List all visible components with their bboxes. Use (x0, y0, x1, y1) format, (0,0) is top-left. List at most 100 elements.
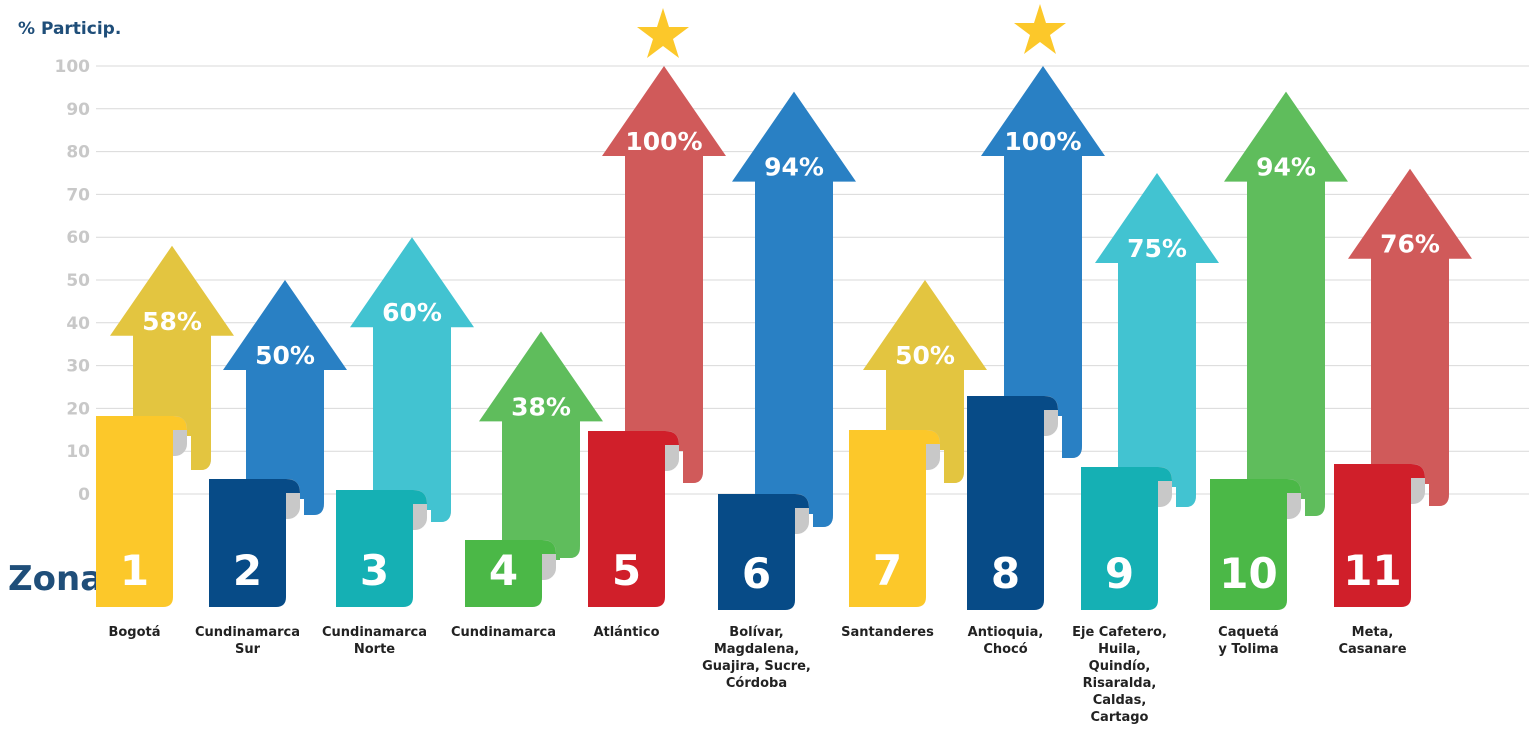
y-tick-label: 50 (66, 271, 90, 291)
value-label: 60% (382, 298, 442, 327)
x-tick-label: Bolívar, Magdalena, Guajira, Sucre, Córdoba (702, 625, 811, 691)
x-tick-label-line: Bogotá (108, 625, 160, 640)
x-axis-label: Zona (8, 559, 103, 599)
x-tick-label: Cundinamarca (451, 625, 556, 640)
arrow (223, 280, 347, 515)
arrow-group: 50% 7 Santanderes (841, 280, 987, 640)
value-label: 50% (255, 341, 315, 370)
zone-box (1081, 467, 1172, 610)
arrow (732, 91, 856, 528)
x-tick-label-line: Santanderes (841, 625, 934, 640)
x-tick-label-line: Bolívar, (729, 625, 783, 640)
arrow (110, 245, 234, 470)
value-label: 94% (1256, 153, 1316, 182)
y-tick-label: 20 (66, 399, 90, 419)
y-tick-label: 80 (66, 143, 90, 163)
x-tick-label-line: Casanare (1338, 642, 1406, 657)
zone-number: 7 (873, 546, 902, 595)
x-tick-label: Santanderes (841, 625, 934, 640)
arrow-group: 100% 8 Antioquia, Chocó (967, 66, 1105, 657)
arrow-group: 38% 4 Cundinamarca (451, 331, 603, 640)
x-tick-label-line: Caquetá (1218, 625, 1279, 640)
x-tick-label-line: Antioquia, (968, 625, 1044, 640)
zone-box (849, 430, 940, 607)
arrow (1224, 91, 1348, 517)
zone-box (967, 396, 1058, 610)
value-label: 50% (895, 341, 955, 370)
zone-box (718, 494, 809, 610)
x-tick-label-line: Quindío, (1089, 659, 1151, 674)
zone-box (1334, 464, 1425, 607)
zone-box (336, 490, 427, 607)
zone-number: 9 (1105, 549, 1134, 598)
arrow-group: 50% 2 Cundinamarca Sur (195, 280, 347, 657)
x-tick-label: Cundinamarca Sur (195, 625, 300, 657)
x-tick-label-line: Atlántico (593, 625, 659, 640)
zone-box (209, 479, 300, 607)
x-tick-label-line: Cartago (1091, 710, 1149, 725)
arrow (602, 66, 726, 483)
arrow-group: 100% 5 Atlántico (588, 66, 726, 640)
zone-number: 10 (1219, 549, 1277, 598)
y-tick-label: 90 (66, 100, 90, 120)
arrow-group: 76% 11 Meta, Casanare (1334, 168, 1472, 657)
x-tick-label-line: Caldas, (1093, 693, 1147, 708)
y-tick-label: 40 (66, 314, 90, 334)
value-label: 58% (142, 307, 202, 336)
value-label: 76% (1380, 230, 1440, 259)
x-tick-label: Bogotá (108, 625, 160, 640)
arrow (1095, 173, 1219, 507)
y-tick-label: 10 (66, 442, 90, 462)
x-tick-label-line: Cundinamarca (322, 625, 427, 640)
star (637, 8, 689, 58)
x-tick-label: Cundinamarca Norte (322, 625, 427, 657)
zone-box (96, 416, 187, 607)
y-tick-label: 70 (66, 185, 90, 205)
y-tick-label: 100 (55, 57, 91, 77)
zone-number: 11 (1343, 546, 1401, 595)
zone-number: 3 (360, 546, 389, 595)
x-tick-label: Caquetá y Tolima (1218, 625, 1279, 657)
value-label: 100% (625, 127, 702, 156)
arrow (981, 66, 1105, 458)
zone-number: 8 (991, 549, 1020, 598)
zone-box (465, 540, 556, 607)
x-tick-label-line: Norte (354, 642, 395, 657)
arrow (479, 331, 603, 560)
x-tick-label-line: Cundinamarca (195, 625, 300, 640)
arrow-group: 94% 6 Bolívar, Magdalena, Guajira, Sucre, Cór… (702, 91, 856, 691)
arrow (350, 237, 474, 522)
zone-number: 5 (612, 546, 641, 595)
x-tick-label-line: Chocó (983, 642, 1027, 657)
x-tick-label-line: Magdalena, (714, 642, 799, 657)
x-tick-label: Antioquia, Chocó (968, 625, 1044, 657)
arrow-group: 60% 3 Cundinamarca Norte (322, 237, 474, 657)
x-tick-label-line: Eje Cafetero, (1072, 625, 1167, 640)
stars (637, 4, 1066, 58)
value-label: 100% (1004, 127, 1081, 156)
zone-number: 1 (120, 546, 149, 595)
y-tick-label: 30 (66, 357, 90, 377)
zone-box (1210, 479, 1301, 610)
value-label: 75% (1127, 234, 1187, 263)
x-tick-label: Meta, Casanare (1338, 625, 1406, 657)
x-tick-label: Atlántico (593, 625, 659, 640)
zone-box (588, 431, 679, 607)
zone-number: 6 (742, 549, 771, 598)
arrow-group: 58% 1 Bogotá (96, 245, 234, 640)
x-tick-label: Eje Cafetero, Huila, Quindío, Risaralda, Cal… (1072, 625, 1167, 725)
value-label: 94% (764, 153, 824, 182)
y-axis-label: % Particip. (18, 19, 121, 39)
x-tick-label-line: Risaralda, (1083, 676, 1157, 691)
x-tick-label-line: Cundinamarca (451, 625, 556, 640)
arrow-group: 75% 9 Eje Cafetero, Huila, Quindío, Risaralda… (1072, 173, 1219, 725)
zone-number: 2 (233, 546, 262, 595)
x-tick-label-line: Huila, (1098, 642, 1141, 657)
y-tick-label: 0 (78, 485, 90, 505)
arrow (1348, 168, 1472, 506)
arrow-group: 94% 10 Caquetá y Tolima (1210, 91, 1348, 657)
x-tick-label-line: Meta, (1352, 625, 1394, 640)
x-tick-label-line: Córdoba (726, 676, 787, 691)
zone-number: 4 (489, 546, 518, 595)
